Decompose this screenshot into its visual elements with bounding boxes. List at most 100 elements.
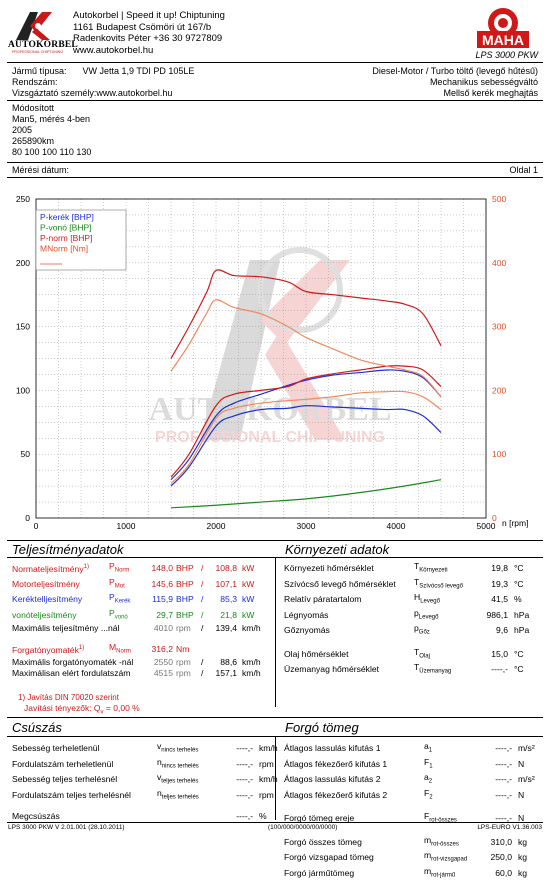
legend-item: P-vonó [BHP]: [40, 223, 92, 233]
company-address: 1161 Budapest Csömöri út 167/b: [73, 21, 212, 33]
drive-type: Mellső kerék meghajtás: [443, 88, 538, 98]
divider: [7, 62, 543, 63]
divider: [275, 557, 276, 707]
y-right-tick-label: 400: [492, 258, 506, 268]
perf-row: Keréktelljesítmény PKerék 115,9 BHP / 85…: [12, 592, 255, 605]
watermark: AUTOKORBEL PROFESSIONAL CHIPTUNING: [148, 247, 392, 446]
y-right-tick-label: 0: [492, 513, 497, 523]
vehicle-type-value: VW Jetta 1,9 TDI PD 105LE: [82, 66, 195, 76]
y-left-tick-label: 200: [16, 258, 30, 268]
x-tick-label: 3000: [297, 521, 316, 531]
value-row: Gőznyomás pGőz 9,6 hPa: [284, 623, 530, 636]
company-website[interactable]: www.autokorbel.hu: [73, 44, 154, 56]
y-left-tick-label: 150: [16, 322, 30, 332]
measure-date-label: Mérési dátum:: [12, 165, 70, 175]
chart-series: [170, 269, 442, 509]
value-row: Olaj hőmérséklet TOlaj 15,0 °C: [284, 646, 524, 660]
series-line: [170, 405, 442, 487]
env-table: Környezeti hőmérséklet TKörnyezeti 19,8 °C S…: [284, 561, 529, 678]
value-row: Légnyomás pLevegő 986,1 hPa: [284, 607, 530, 621]
y-right-tick-label: 100: [492, 449, 506, 459]
perf-row: Maximális teljesítmény ...nál 4010 rpm /…: [12, 623, 261, 634]
value-row: Átlagos fékezőerő kifutás 1 F1 ----,- N: [284, 756, 525, 770]
series-line: [170, 269, 442, 359]
value-row: Fordulatszám terheletlenül nnincs terhelé…: [12, 756, 274, 770]
inspector-value: www.autokorbel.hu: [96, 88, 173, 98]
footer-left: LPS 3000 PKW V 2.01.001 (28.10.2011): [8, 824, 125, 831]
value-row: Forgó vizsgapad tömeg mrot-vizsgapad 250,0…: [284, 850, 528, 863]
y-right-tick-label: 500: [492, 194, 506, 204]
y-left-tick-label: 100: [16, 385, 30, 395]
series-line: [170, 390, 442, 484]
x-axis-label: n [rpm]: [502, 518, 528, 528]
perf-row: vonóteljesítmény Pvonó 29,7 BHP / 21,8 k…: [12, 607, 255, 621]
value-row: Forgó járműtömeg mrot-jármű 60,0 kg: [284, 865, 528, 879]
divider: [7, 100, 543, 101]
divider: [7, 540, 543, 541]
footer-right: LPS-EURO V1.36.003: [477, 824, 542, 831]
perf-row: Motorteljesítmény PMot 145,6 BHP / 107,1…: [12, 576, 255, 590]
company-name: Autokorbel | Speed it up! Chiptuning: [73, 10, 225, 21]
value-row: Sebesség terheletlenül vnincs terhelés ---…: [12, 741, 278, 754]
perf-row: Normateljesítmény1) PNorm 148,0 BHP / 10…: [12, 561, 255, 575]
value-row: Üzemanyag hőmérséklet TÜzemanyag ----,- °C: [284, 662, 524, 675]
gearbox-type: Mechanikus sebességváltó: [429, 77, 538, 87]
value-row: Környezeti hőmérséklet TKörnyezeti 19,8 °C: [284, 561, 524, 574]
logo-left-text: AUTOKORBEL: [8, 40, 78, 50]
vehicle-type-label: Jármű típusa:: [12, 66, 67, 76]
logo-autokorbel: AUTOKORBEL PROFESSIONAL CHIPTUNING: [8, 8, 78, 56]
chart-legend: P-kerék [BHP]P-vonó [BHP]P-norm [BHP]MNo…: [40, 212, 94, 265]
note-line: Módosított: [12, 103, 55, 113]
logo-right-text: MAHA: [482, 32, 524, 48]
din-note: 1) Javítás DIN 70020 szerint: [18, 693, 119, 702]
value-row: Relatív páratartalom HLevegő 41,5%: [284, 592, 522, 605]
plot-frame: [35, 198, 487, 519]
x-tick-label: 0: [34, 521, 39, 531]
chart-grid: [35, 198, 487, 519]
x-tick-label: 5000: [477, 521, 496, 531]
legend-box: [35, 209, 127, 271]
series-line: [170, 369, 442, 481]
divider: [7, 717, 543, 718]
logo-maha: MAHA LPS 3000 PKW: [472, 6, 538, 60]
engine-type: Diesel-Motor / Turbo töltő (levegő hűtés…: [372, 66, 538, 76]
svg-text:PROFESSIONAL CHIPTUNING: PROFESSIONAL CHIPTUNING: [155, 429, 385, 446]
divider: [7, 177, 543, 178]
note-line: 265890km: [12, 136, 55, 146]
legend-item: P-norm [BHP]: [40, 233, 92, 243]
perf-row: Maximálisan elért fordulatszám 4515 rpm …: [12, 668, 261, 679]
mass-table: Átlagos lassulás kifutás 1 a1 ----,- m/s² Át…: [284, 741, 535, 881]
series-line: [170, 299, 442, 398]
footer-center: (100/000/0000/00/0000): [268, 824, 338, 831]
mass-title: Forgó tömeg: [285, 720, 359, 735]
value-row: Fordulatszám teljes terhelésnél nteljes t…: [12, 787, 274, 801]
y-right-tick-label: 200: [492, 385, 506, 395]
env-title: Környezeti adatok: [285, 542, 390, 557]
correction-factor: Javítási tényezők: Qv = 0,00 %: [24, 703, 140, 716]
notes: Módosított Man5, mérés 4-ben 2005 265890…: [12, 103, 91, 158]
value-row: Forgó összes tömeg mrot-összes 310,0 kg: [284, 834, 528, 848]
perf-title: Teljesítményadatok: [12, 542, 124, 557]
value-row: Szívócső levegő hőmérséklet TSzívócső lev…: [284, 576, 524, 590]
note-line: Man5, mérés 4-ben: [12, 114, 91, 124]
series-line: [170, 365, 442, 478]
x-tick-label: 4000: [387, 521, 406, 531]
page-number: Oldal 1: [509, 165, 538, 175]
x-tick-label: 2000: [207, 521, 226, 531]
reg-label: Rendszám:: [12, 77, 58, 87]
divider: [275, 736, 276, 820]
y-right-tick-label: 300: [492, 322, 506, 332]
legend-item: MNorm [Nm]: [40, 244, 88, 254]
company-block: Autokorbel | Speed it up! Chiptuning 116…: [73, 10, 225, 56]
legend-item: P-kerék [BHP]: [40, 212, 94, 222]
note-line: 2005: [12, 125, 33, 135]
perf-row: Maximális forgatónyomaték -nál 2550 rpm …: [12, 657, 261, 668]
note-line: 80 100 100 110 130: [12, 147, 92, 157]
slip-table: Sebesség terheletlenül vnincs terhelés ---…: [12, 741, 278, 822]
chart-ticks: 0 1000 2000 3000 4000 50000501001502002500100…: [16, 194, 507, 531]
x-tick-label: 1000: [117, 521, 136, 531]
value-row: Átlagos lassulás kifutás 1 a1 ----,- m/s²: [284, 741, 535, 754]
y-left-tick-label: 50: [21, 449, 31, 459]
divider: [7, 162, 543, 163]
series-line: [170, 479, 442, 509]
